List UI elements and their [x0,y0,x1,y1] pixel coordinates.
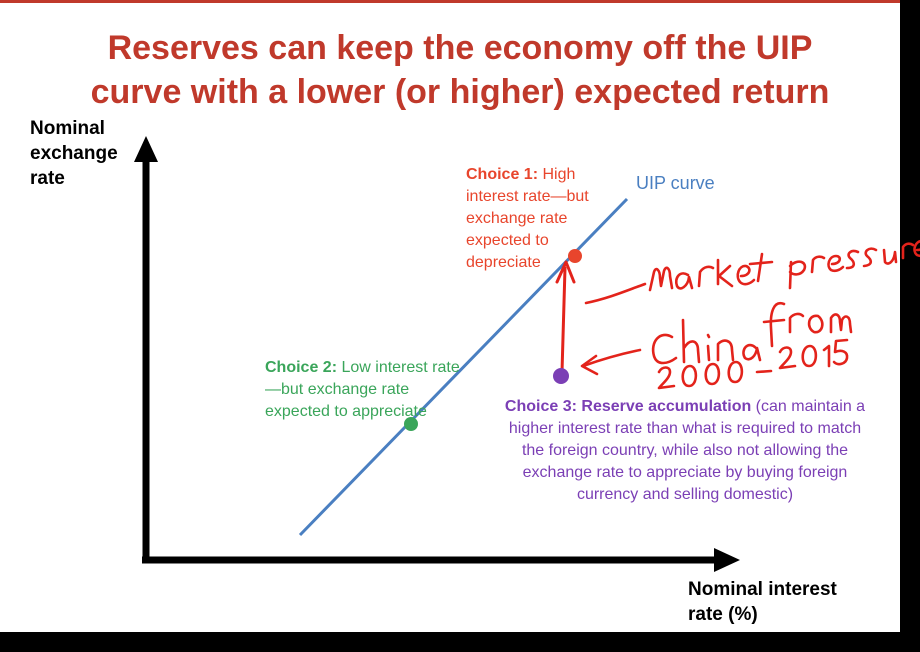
top-accent-bar [0,0,900,3]
handwritten-market-pressure [584,240,920,305]
market-pressure-arrowhead [555,260,576,284]
x-axis-label: Nominal interest rate (%) [688,577,837,627]
choice-3-callout: Choice 3: Reserve accumulation (can main… [497,396,873,506]
handwritten-china-note [580,301,853,390]
y-axis-label-line-1: Nominal [30,118,105,139]
china-note-pointer-head [580,354,599,376]
y-axis-label-line-2: exchange [30,143,118,164]
choice-1-callout: Choice 1: High interest rate—but exchang… [466,164,616,274]
choice-3-text: (can maintain a higher interest rate tha… [508,398,866,503]
title-line-2: curve with a lower (or higher) expected … [90,73,830,111]
slide [0,0,900,632]
choice-1-heading: Choice 1: [466,166,539,183]
slide-title: Reserves can keep the economy off the UI… [0,26,920,114]
y-axis-arrowhead [134,136,158,162]
choice-2-callout: Choice 2: Low interest rate—but exchange… [265,357,465,423]
choice-2-heading: Choice 2: [265,359,338,376]
china-note-pointer [581,348,642,368]
choice-1-text: High interest rate—but exchange rate exp… [466,166,589,271]
x-axis-label-line-1: Nominal interest [688,579,837,600]
choice-1-point [568,249,582,263]
x-axis-arrowhead [714,548,740,572]
choice-3-point [553,368,569,384]
choice-2-point [404,417,418,431]
y-axis-label: Nominal exchange rate [30,116,118,191]
choice-3-heading: Choice 3: Reserve accumulation [504,398,752,415]
market-pressure-pointer [584,282,647,305]
y-axis-label-line-3: rate [30,168,65,189]
uip-curve-label: UIP curve [636,173,715,193]
choice-2-text: Low interest rate—but exchange rate expe… [265,359,460,420]
title-line-1: Reserves can keep the economy off the UI… [107,29,813,67]
x-axis-label-line-2: rate (%) [688,604,758,625]
market-pressure-arrow [560,266,567,374]
